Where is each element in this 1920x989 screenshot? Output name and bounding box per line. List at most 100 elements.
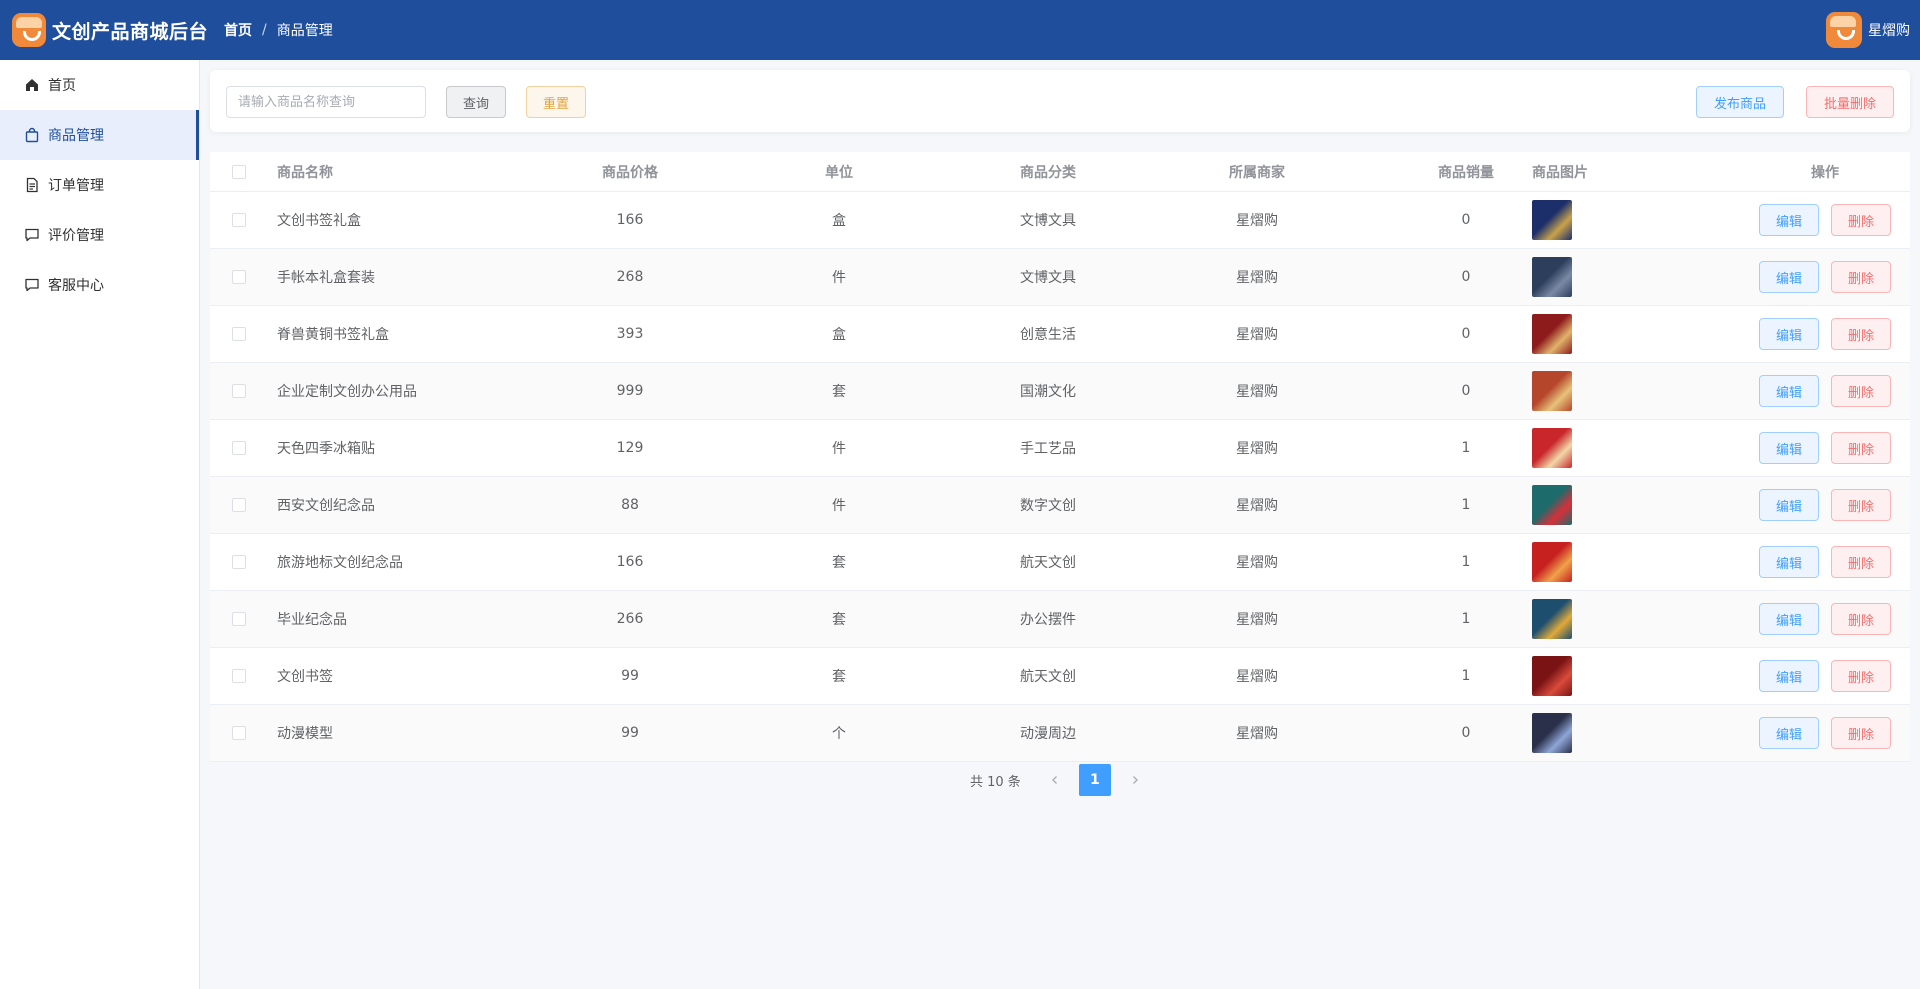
column-header: 商品价格 bbox=[602, 164, 658, 181]
row-checkbox[interactable] bbox=[232, 384, 246, 398]
delete-button[interactable]: 删除 bbox=[1831, 432, 1891, 464]
product-name-cell: 毕业纪念品 bbox=[277, 612, 347, 628]
edit-button[interactable]: 编辑 bbox=[1759, 660, 1819, 692]
product-thumbnail[interactable] bbox=[1532, 542, 1572, 582]
product-thumbnail[interactable] bbox=[1532, 371, 1572, 411]
edit-button[interactable]: 编辑 bbox=[1759, 717, 1819, 749]
edit-button[interactable]: 编辑 bbox=[1759, 375, 1819, 407]
sidebar-item-label: 客服中心 bbox=[48, 278, 104, 294]
edit-button[interactable]: 编辑 bbox=[1759, 261, 1819, 293]
product-thumbnail[interactable] bbox=[1532, 314, 1572, 354]
product-price-cell: 268 bbox=[616, 269, 644, 285]
product-thumbnail[interactable] bbox=[1532, 257, 1572, 297]
delete-button[interactable]: 删除 bbox=[1831, 489, 1891, 521]
delete-button[interactable]: 删除 bbox=[1831, 717, 1891, 749]
product-category-cell: 文博文具 bbox=[1020, 270, 1076, 286]
row-checkbox[interactable] bbox=[232, 441, 246, 455]
product-category-cell: 文博文具 bbox=[1020, 213, 1076, 229]
product-sales-cell: 0 bbox=[1461, 383, 1471, 399]
product-sales-cell: 0 bbox=[1461, 212, 1471, 228]
page-number-current[interactable]: 1 bbox=[1078, 764, 1111, 796]
product-shop-cell: 星熠购 bbox=[1236, 441, 1278, 457]
sidebar-item-home[interactable]: 首页 bbox=[0, 60, 199, 110]
delete-button[interactable]: 删除 bbox=[1831, 546, 1891, 578]
product-thumbnail[interactable] bbox=[1532, 656, 1572, 696]
chevron-left-icon[interactable] bbox=[1039, 764, 1071, 796]
batch-delete-button[interactable]: 批量删除 bbox=[1806, 86, 1894, 118]
sidebar-item-orders[interactable]: 订单管理 bbox=[0, 160, 199, 210]
product-shop-cell: 星熠购 bbox=[1236, 213, 1278, 229]
product-shop-cell: 星熠购 bbox=[1236, 327, 1278, 343]
delete-button[interactable]: 删除 bbox=[1831, 204, 1891, 236]
edit-button[interactable]: 编辑 bbox=[1759, 432, 1819, 464]
sidebar: 首页 商品管理 订单管理 评价管理 客服中心 bbox=[0, 60, 200, 989]
product-price-cell: 129 bbox=[616, 440, 644, 456]
sidebar-item-label: 首页 bbox=[48, 78, 76, 94]
delete-button[interactable]: 删除 bbox=[1831, 318, 1891, 350]
delete-button[interactable]: 删除 bbox=[1831, 261, 1891, 293]
table-row: 西安文创纪念品 88 件 数字文创 星熠购 1 编辑 删除 bbox=[210, 477, 1910, 534]
pagination: 共 10 条 1 bbox=[970, 764, 1159, 796]
product-thumbnail[interactable] bbox=[1532, 599, 1572, 639]
row-checkbox[interactable] bbox=[232, 726, 246, 740]
select-all-checkbox[interactable] bbox=[232, 164, 246, 179]
app-title: 文创产品商城后台 bbox=[52, 20, 209, 43]
product-name-cell: 旅游地标文创纪念品 bbox=[277, 555, 403, 571]
product-price-cell: 166 bbox=[616, 554, 644, 570]
row-checkbox[interactable] bbox=[232, 213, 246, 227]
product-price-cell: 266 bbox=[616, 611, 644, 627]
delete-button[interactable]: 删除 bbox=[1831, 375, 1891, 407]
row-checkbox[interactable] bbox=[232, 327, 246, 341]
table-header: 商品名称 商品价格 单位 商品分类 所属商家 商品销量 商品图片 操作 bbox=[210, 152, 1910, 192]
edit-button[interactable]: 编辑 bbox=[1759, 603, 1819, 635]
column-header: 商品图片 bbox=[1532, 164, 1588, 181]
product-price-cell: 99 bbox=[621, 668, 639, 684]
query-button[interactable]: 查询 bbox=[446, 86, 506, 118]
product-category-cell: 数字文创 bbox=[1020, 498, 1076, 514]
product-search-input[interactable] bbox=[226, 86, 426, 118]
product-category-cell: 国潮文化 bbox=[1020, 384, 1076, 400]
publish-product-button[interactable]: 发布商品 bbox=[1696, 86, 1784, 118]
shop-logo-icon bbox=[12, 13, 46, 47]
table-row: 动漫模型 99 个 动漫周边 星熠购 0 编辑 删除 bbox=[210, 705, 1910, 762]
breadcrumb-home[interactable]: 首页 bbox=[224, 23, 253, 39]
edit-button[interactable]: 编辑 bbox=[1759, 318, 1819, 350]
edit-button[interactable]: 编辑 bbox=[1759, 489, 1819, 521]
product-thumbnail[interactable] bbox=[1532, 713, 1572, 753]
sidebar-item-reviews[interactable]: 评价管理 bbox=[0, 210, 199, 260]
delete-button[interactable]: 删除 bbox=[1831, 603, 1891, 635]
user-name[interactable]: 星熠购 bbox=[1868, 23, 1910, 39]
row-checkbox[interactable] bbox=[232, 669, 246, 683]
row-checkbox[interactable] bbox=[232, 555, 246, 569]
edit-button[interactable]: 编辑 bbox=[1759, 546, 1819, 578]
row-checkbox[interactable] bbox=[232, 498, 246, 512]
delete-button[interactable]: 删除 bbox=[1831, 660, 1891, 692]
user-avatar-icon[interactable] bbox=[1826, 12, 1862, 48]
product-thumbnail[interactable] bbox=[1532, 200, 1572, 240]
search-toolbar: 查询 重置 发布商品 批量删除 bbox=[210, 70, 1910, 132]
product-price-cell: 999 bbox=[616, 383, 644, 399]
column-header: 操作 bbox=[1811, 164, 1839, 181]
product-category-cell: 创意生活 bbox=[1020, 327, 1076, 343]
sidebar-item-service[interactable]: 客服中心 bbox=[0, 260, 199, 310]
reset-button[interactable]: 重置 bbox=[526, 86, 586, 118]
product-price-cell: 393 bbox=[616, 326, 644, 342]
home-icon bbox=[24, 77, 40, 93]
product-sales-cell: 0 bbox=[1461, 269, 1471, 285]
product-unit-cell: 件 bbox=[832, 441, 846, 457]
sidebar-item-products[interactable]: 商品管理 bbox=[0, 110, 199, 160]
table-row: 文创书签礼盒 166 盒 文博文具 星熠购 0 编辑 删除 bbox=[210, 192, 1910, 249]
product-thumbnail[interactable] bbox=[1532, 485, 1572, 525]
column-header: 所属商家 bbox=[1229, 164, 1285, 181]
table-row: 手帐本礼盒套装 268 件 文博文具 星熠购 0 编辑 删除 bbox=[210, 249, 1910, 306]
product-thumbnail[interactable] bbox=[1532, 428, 1572, 468]
row-checkbox[interactable] bbox=[232, 270, 246, 284]
edit-button[interactable]: 编辑 bbox=[1759, 204, 1819, 236]
product-name-cell: 文创书签 bbox=[277, 669, 333, 685]
table-row: 毕业纪念品 266 套 办公摆件 星熠购 1 编辑 删除 bbox=[210, 591, 1910, 648]
product-price-cell: 166 bbox=[616, 212, 644, 228]
user-menu[interactable]: 星熠购 bbox=[1826, 12, 1910, 48]
table-row: 企业定制文创办公用品 999 套 国潮文化 星熠购 0 编辑 删除 bbox=[210, 363, 1910, 420]
row-checkbox[interactable] bbox=[232, 612, 246, 626]
chevron-right-icon[interactable] bbox=[1119, 764, 1151, 796]
